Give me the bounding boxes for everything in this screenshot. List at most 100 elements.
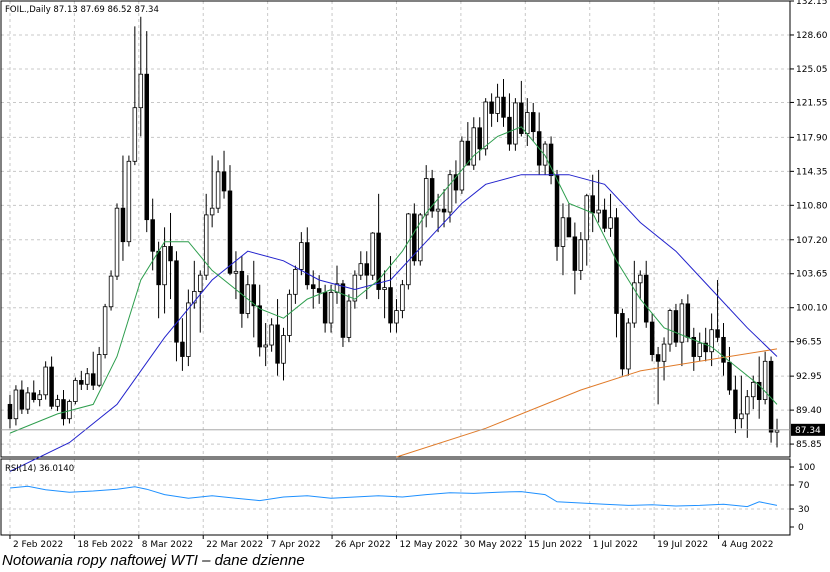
candle-body [192,291,197,304]
candle-body [685,303,691,338]
candle-body [221,171,227,192]
candle [150,198,155,271]
candle [638,270,643,300]
date-tick-label: 22 Mar 2022 [206,540,263,550]
candle [394,299,399,333]
candle-body [198,274,203,292]
candle-body [501,96,506,118]
candle-body [144,73,149,221]
candle [412,203,417,266]
candle-body [471,127,477,166]
candle-body [435,208,441,212]
price-tick-label: 92.95 [796,372,822,382]
candle [459,136,465,194]
candle-body [733,389,738,420]
candle [406,212,411,290]
candle-body [7,403,13,420]
price-axis: 132.15 128.60 125.05 121.55 117.90 114.35 110.… [790,0,828,450]
candle [132,26,138,166]
candle-body [602,209,607,229]
candle-body [649,321,655,356]
candle [495,83,500,123]
candle-body [138,73,144,109]
candle [192,260,197,309]
candle [709,313,714,367]
candle-body [174,260,179,343]
candle-body [328,291,334,324]
candle-body [281,335,286,364]
price-chart: 132.15 128.60 125.05 121.55 117.90 114.35 110.… [0,0,828,550]
candle-body [85,373,90,385]
candle [346,294,352,343]
candle [632,260,637,328]
candle-body [703,342,708,353]
candle [79,370,84,391]
date-tick-label: 18 Feb 2022 [77,540,133,550]
candle-body [370,232,375,276]
candle-body [572,236,578,271]
candle-body [203,214,209,276]
candle-body [364,263,369,276]
candle [643,260,649,328]
candle-body [667,310,673,345]
candle-body [150,219,155,252]
candle [263,323,268,367]
candle-body [459,140,465,191]
candle-body [679,303,685,343]
candle-body [79,380,84,385]
candle [299,232,304,276]
candle [447,169,453,223]
candle-body [96,354,102,386]
candle [691,327,697,371]
rsi-label: RSI(14) 36.0140 [5,464,74,474]
candle-body [108,275,114,308]
date-axis: 2 Feb 2022 18 Feb 2022 8 Mar 2022 22 Mar 20… [9,535,774,550]
date-tick-label: 4 Aug 2022 [722,540,774,550]
price-tick-label: 110.80 [796,201,828,211]
candle [364,251,369,300]
last-price-label: 87.34 [795,426,821,436]
candle-body [519,102,524,134]
candle-body [90,373,96,386]
candle-body [739,413,744,420]
date-tick-label: 7 Apr 2022 [271,540,321,550]
candle-body [180,341,185,357]
candle [513,98,518,151]
candle [542,141,548,175]
candle-body [251,284,257,307]
rsi-panel-frame [0,458,791,536]
candle-body [643,274,649,323]
candle-body [530,112,536,133]
candle [328,284,334,333]
candle [174,251,179,362]
candle [423,165,429,228]
candle [453,160,459,204]
candle [584,193,589,266]
rsi-tick-label: 0 [798,523,804,533]
candle [168,212,173,300]
candle [727,346,732,395]
chart-header: FOIL.,Daily 87.13 87.69 86.52 87.34 [5,5,159,15]
candle [489,93,494,127]
candle-body [721,336,726,363]
candle-body [489,101,494,114]
candle [715,279,720,343]
candle [13,385,19,426]
candle-body [632,282,637,324]
candle-body [626,322,631,370]
candle [661,337,667,381]
candle-body [548,143,554,177]
candle [138,16,144,137]
candle [441,189,447,228]
candle [739,375,744,429]
moving-averages [1,126,790,472]
candle [73,377,78,405]
candle-body [37,394,42,400]
candle-body [316,288,322,293]
candle-body [566,217,572,238]
candle [215,160,221,213]
candle-body [596,209,601,214]
candle-body [423,178,429,216]
price-tick-label: 117.90 [796,133,828,143]
price-tick-label: 103.65 [796,270,828,280]
